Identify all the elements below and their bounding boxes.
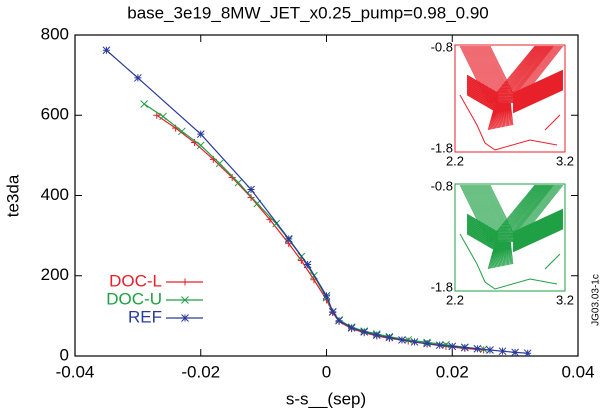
x-tick-label: 0.04 — [561, 362, 594, 381]
data-point — [410, 338, 419, 346]
legend-label: DOC-L — [109, 271, 162, 290]
data-point — [303, 260, 312, 269]
data-point — [448, 342, 457, 351]
data-point — [335, 316, 343, 325]
inset-tick-label: 3.2 — [556, 292, 574, 307]
data-point — [498, 347, 507, 356]
inset-tick-label: -1.8 — [431, 140, 453, 155]
inset-mesh — [459, 45, 564, 131]
side-note: JG03.03-1c — [591, 274, 602, 326]
y-tick-label: 400 — [41, 185, 69, 204]
data-point — [247, 194, 255, 202]
data-point — [215, 159, 224, 168]
data-point — [181, 278, 189, 286]
data-point — [181, 296, 189, 304]
data-point — [140, 100, 149, 108]
inset-wall — [459, 233, 561, 290]
data-point — [102, 46, 111, 55]
data-point — [196, 130, 205, 138]
y-tick-label: 800 — [41, 24, 69, 43]
inset-tick-label: 3.2 — [556, 153, 574, 168]
chart-title: base_3e19_8MW_JET_x0.25_pump=0.98_0.90 — [127, 3, 489, 22]
data-point — [234, 178, 243, 187]
data-point — [322, 291, 331, 300]
x-tick-label: -0.04 — [56, 362, 95, 381]
data-point — [196, 141, 205, 150]
data-point — [442, 340, 450, 349]
x-tick-label: -0.02 — [181, 362, 220, 381]
y-axis-label: te3da — [3, 174, 22, 217]
inset: -0.8 -1.82.2 3.2 — [431, 178, 574, 307]
data-point — [435, 341, 444, 350]
data-point — [360, 328, 369, 336]
data-point — [247, 185, 255, 194]
data-point — [159, 112, 167, 121]
data-point — [328, 308, 337, 316]
inset-wall — [459, 94, 561, 151]
y-tick-label: 200 — [41, 265, 69, 284]
data-point — [372, 331, 381, 339]
data-point — [486, 346, 494, 354]
inset-tick-label: 2.2 — [446, 153, 464, 168]
inset-tick-label: -1.8 — [431, 279, 453, 294]
x-tick-label: 0 — [322, 362, 331, 381]
inset-tick-label: -0.8 — [431, 39, 453, 54]
data-point — [284, 234, 293, 243]
data-point — [228, 173, 236, 181]
data-point — [423, 339, 431, 348]
data-point — [404, 336, 413, 344]
data-point — [398, 336, 406, 344]
inset: -0.8 -1.82.2 3.2 — [431, 39, 574, 168]
inset-mesh — [459, 184, 564, 270]
x-axis-label: s-s__(sep) — [286, 389, 366, 408]
data-point — [181, 314, 189, 322]
legend-label: REF — [128, 307, 162, 326]
inset-tick-label: 2.2 — [446, 292, 464, 307]
x-tick-label: 0.02 — [436, 362, 469, 381]
data-point — [460, 343, 469, 352]
data-point — [473, 344, 482, 353]
data-point — [385, 333, 394, 342]
data-point — [511, 348, 519, 357]
y-tick-label: 600 — [41, 105, 69, 124]
y-tick-label: 0 — [60, 345, 69, 364]
data-point — [347, 324, 356, 332]
legend-label: DOC-U — [106, 289, 162, 308]
inset-tick-label: -0.8 — [431, 178, 453, 193]
data-point — [523, 349, 532, 358]
data-point — [134, 74, 142, 82]
data-point — [178, 127, 186, 136]
